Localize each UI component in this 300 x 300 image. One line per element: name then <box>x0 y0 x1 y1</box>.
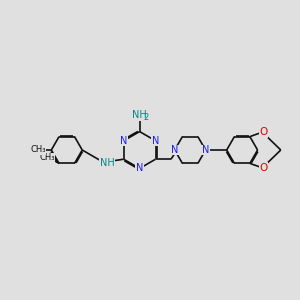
Text: 2: 2 <box>143 112 149 122</box>
Text: N: N <box>171 145 178 155</box>
Text: N: N <box>202 145 209 155</box>
Text: O: O <box>260 127 268 137</box>
Text: NH: NH <box>100 158 115 168</box>
Text: NH: NH <box>132 110 147 120</box>
Text: N: N <box>120 136 127 146</box>
Text: O: O <box>260 163 268 173</box>
Text: CH₃: CH₃ <box>30 146 46 154</box>
Text: N: N <box>152 136 159 146</box>
Text: N: N <box>136 164 143 173</box>
Text: CH₃: CH₃ <box>39 153 55 162</box>
